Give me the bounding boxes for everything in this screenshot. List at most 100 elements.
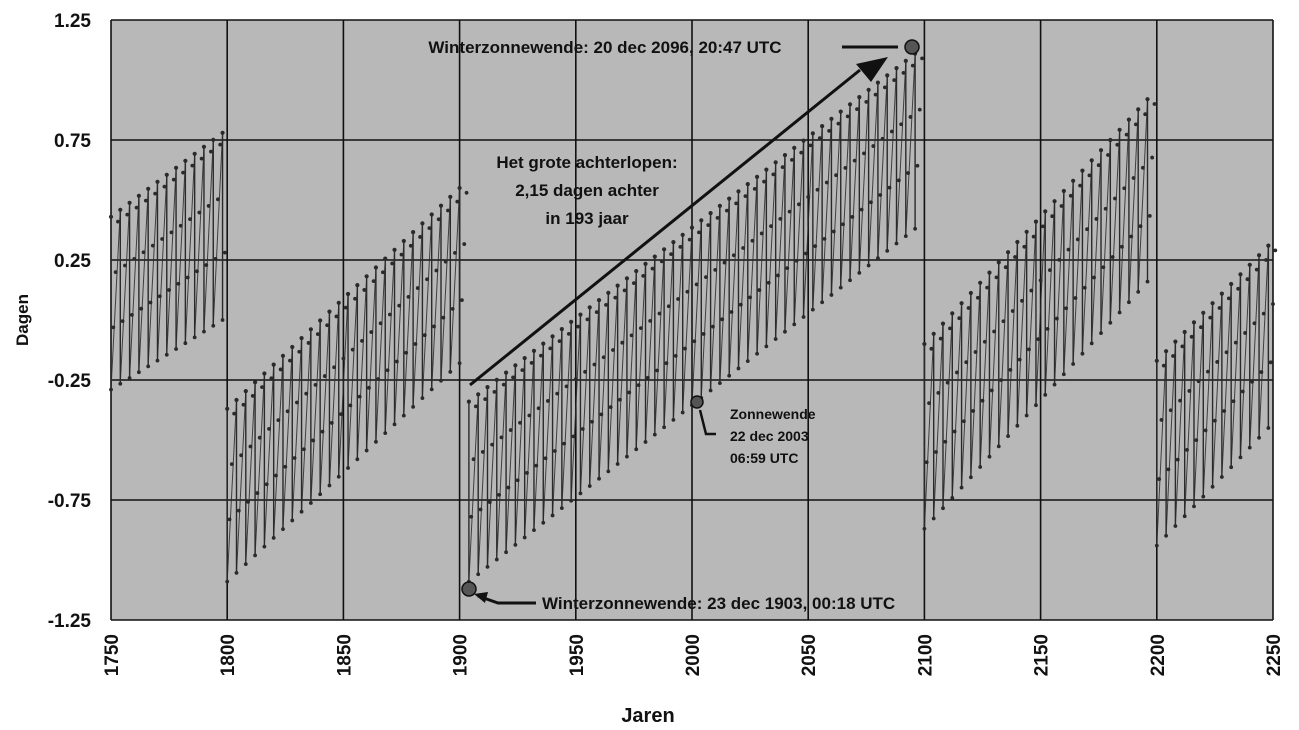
data-point xyxy=(620,340,625,345)
x-tick-label: 2100 xyxy=(915,634,936,676)
data-point xyxy=(1163,349,1169,354)
data-point xyxy=(980,398,985,403)
data-point xyxy=(1106,153,1110,157)
marker-2096 xyxy=(904,39,920,55)
series-line xyxy=(1202,303,1214,497)
data-point xyxy=(801,138,806,143)
data-point xyxy=(378,321,383,326)
data-point xyxy=(332,365,337,370)
arrow-2003 xyxy=(698,409,716,436)
data-point xyxy=(973,350,978,354)
annotation-zonnewende-2: 22 dec 2003 xyxy=(730,428,809,444)
data-point xyxy=(457,185,462,191)
data-point xyxy=(722,260,727,265)
data-point xyxy=(920,56,924,61)
series-line xyxy=(282,346,293,530)
data-point xyxy=(1192,504,1196,509)
data-point xyxy=(924,460,929,465)
data-point xyxy=(680,232,685,237)
data-point xyxy=(404,350,409,355)
data-point xyxy=(566,332,571,336)
data-point xyxy=(806,195,811,199)
data-point xyxy=(541,341,546,346)
data-point xyxy=(383,256,388,261)
data-point xyxy=(1043,393,1048,397)
data-point xyxy=(531,348,537,353)
data-point xyxy=(847,102,853,107)
data-point xyxy=(1238,272,1243,277)
data-point xyxy=(1129,234,1134,239)
data-point xyxy=(199,156,204,161)
data-point xyxy=(1131,176,1136,180)
series-line xyxy=(998,252,1009,447)
data-point xyxy=(353,296,357,301)
data-point xyxy=(1210,484,1215,489)
data-point xyxy=(329,421,334,425)
series-line xyxy=(1063,180,1074,375)
data-point xyxy=(666,304,671,309)
series-line xyxy=(175,160,186,350)
data-point xyxy=(985,285,990,290)
data-point xyxy=(169,230,174,235)
data-point xyxy=(903,234,908,239)
data-point xyxy=(1052,199,1057,204)
series-line xyxy=(156,174,168,361)
data-point xyxy=(148,300,153,305)
data-point xyxy=(1173,339,1178,344)
data-point xyxy=(708,388,713,393)
data-point xyxy=(315,332,320,337)
series-line xyxy=(598,292,609,479)
data-point xyxy=(1233,340,1238,345)
series-line xyxy=(1109,129,1121,323)
data-point xyxy=(1215,360,1220,364)
data-point xyxy=(1226,296,1231,301)
data-point xyxy=(792,145,797,150)
data-point xyxy=(1022,244,1027,249)
series-segment xyxy=(108,130,227,392)
x-tick-label: 1800 xyxy=(218,634,239,676)
data-point xyxy=(625,454,629,459)
data-point xyxy=(622,288,627,293)
series-line xyxy=(235,391,247,573)
data-point xyxy=(889,129,894,134)
data-point xyxy=(1047,268,1052,273)
data-point xyxy=(469,514,474,519)
series-segment xyxy=(922,97,1157,531)
data-point xyxy=(136,370,141,375)
series-line xyxy=(542,336,554,523)
data-point xyxy=(1031,234,1036,239)
data-point xyxy=(618,397,622,402)
data-point xyxy=(497,492,502,497)
arrow-1903-head xyxy=(474,592,488,603)
data-point xyxy=(422,333,427,338)
data-point xyxy=(1108,320,1113,325)
series-line xyxy=(440,196,451,381)
series-line xyxy=(129,195,140,379)
series-line xyxy=(868,82,879,266)
series-line xyxy=(366,267,377,451)
data-point xyxy=(759,231,764,236)
series-line xyxy=(988,262,1000,457)
data-point xyxy=(390,261,395,266)
data-point xyxy=(717,203,722,208)
data-point xyxy=(941,506,945,511)
data-point xyxy=(225,406,230,411)
data-point xyxy=(908,115,913,119)
data-point xyxy=(336,474,341,479)
data-point xyxy=(1050,214,1055,219)
data-point xyxy=(290,344,295,350)
data-point xyxy=(1247,445,1252,450)
x-tick-label: 1950 xyxy=(567,634,588,676)
series-line xyxy=(1184,322,1195,517)
series-line xyxy=(226,399,237,582)
data-point xyxy=(325,323,330,328)
data-point xyxy=(471,457,476,462)
data-point xyxy=(346,466,350,470)
series-segment xyxy=(1154,243,1278,548)
series-segment xyxy=(466,51,924,584)
series-line xyxy=(1193,312,1204,507)
data-point xyxy=(632,281,636,286)
data-point xyxy=(903,58,908,63)
data-point xyxy=(792,322,797,327)
data-point xyxy=(192,151,197,156)
